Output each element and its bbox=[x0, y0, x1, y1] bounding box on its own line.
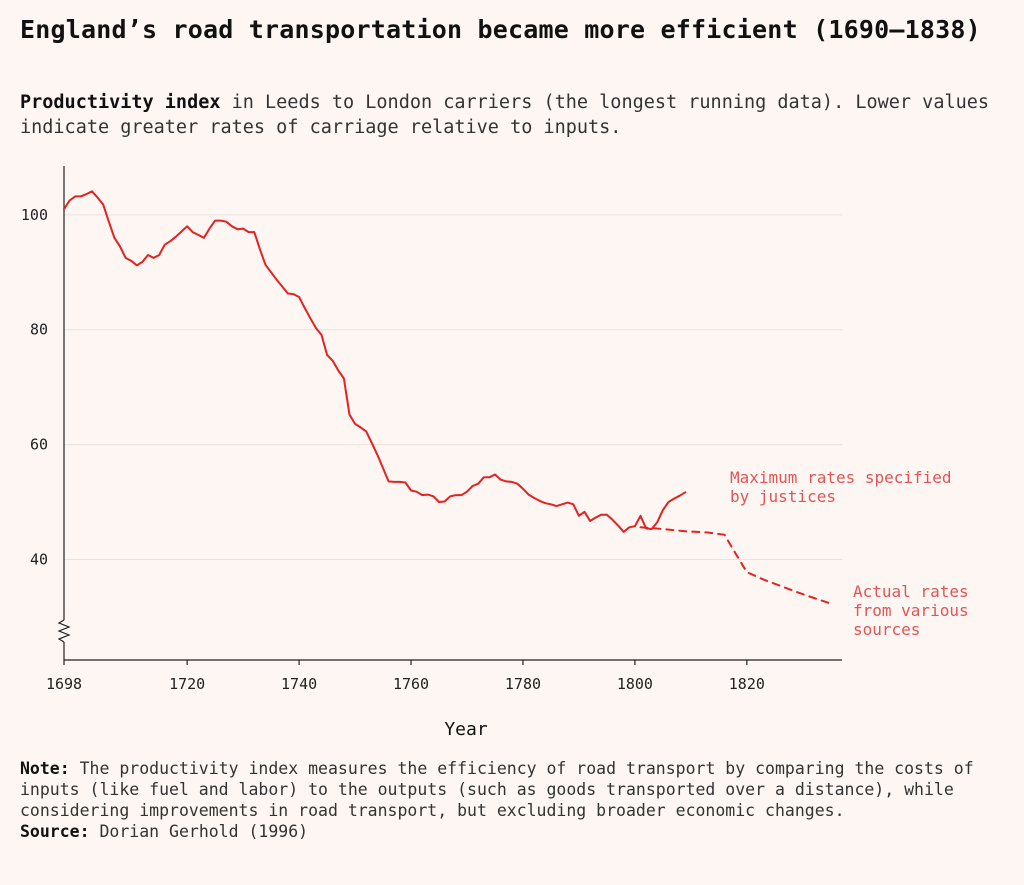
subtitle-text: in Leeds to London carriers (the longest… bbox=[20, 92, 990, 138]
x-tick-label-1720: 1720 bbox=[169, 675, 205, 693]
x-tick-label-1698: 1698 bbox=[46, 675, 82, 693]
annotation-maximum-rates-line-1: Maximum rates specified bbox=[730, 468, 952, 487]
tick-labels: 40 60 80 100 1698 1720 1740 1760 1780 1800 1820 Yea… bbox=[21, 206, 765, 740]
note-label: Note: bbox=[20, 759, 70, 778]
series-lines bbox=[63, 190, 832, 605]
x-tick-label-1820: 1820 bbox=[729, 675, 765, 693]
source: Source: Dorian Gerhold (1996) bbox=[20, 821, 980, 842]
x-tick-label-1800: 1800 bbox=[617, 675, 653, 693]
series-line-dashed bbox=[639, 526, 832, 605]
axes bbox=[57, 166, 842, 665]
chart-title: England’s road transportation became mor… bbox=[20, 15, 981, 44]
series-line-solid bbox=[63, 190, 687, 533]
annotation-maximum-rates-line-2: by justices bbox=[730, 487, 836, 506]
annotation-actual-rates-line-3: sources bbox=[853, 620, 920, 639]
x-tick-label-1780: 1780 bbox=[505, 675, 541, 693]
line-chart: 40 60 80 100 1698 1720 1740 1760 1780 1800 1820 Yea… bbox=[21, 166, 969, 740]
y-axis-break bbox=[57, 619, 71, 643]
y-tick-label-40: 40 bbox=[30, 550, 48, 568]
y-tick-label-80: 80 bbox=[30, 321, 48, 339]
annotation-actual-rates-line-2: from various bbox=[853, 601, 969, 620]
source-label: Source: bbox=[20, 822, 90, 841]
x-axis-title: Year bbox=[444, 719, 488, 740]
x-tick-label-1740: 1740 bbox=[281, 675, 317, 693]
y-tick-label-100: 100 bbox=[21, 206, 48, 224]
note: Note: The productivity index measures th… bbox=[20, 758, 980, 821]
subtitle-emphasis: Productivity index bbox=[20, 92, 221, 113]
x-tick-label-1760: 1760 bbox=[393, 675, 429, 693]
grid-lines bbox=[64, 214, 842, 560]
y-tick-label-60: 60 bbox=[30, 436, 48, 454]
note-text: The productivity index measures the effi… bbox=[20, 759, 974, 820]
source-text: Dorian Gerhold (1996) bbox=[89, 822, 309, 841]
chart-footer: Note: The productivity index measures th… bbox=[20, 758, 980, 842]
chart-subtitle: Productivity index in Leeds to London ca… bbox=[20, 90, 1010, 140]
annotation-actual-rates-line-1: Actual rates bbox=[853, 582, 969, 601]
